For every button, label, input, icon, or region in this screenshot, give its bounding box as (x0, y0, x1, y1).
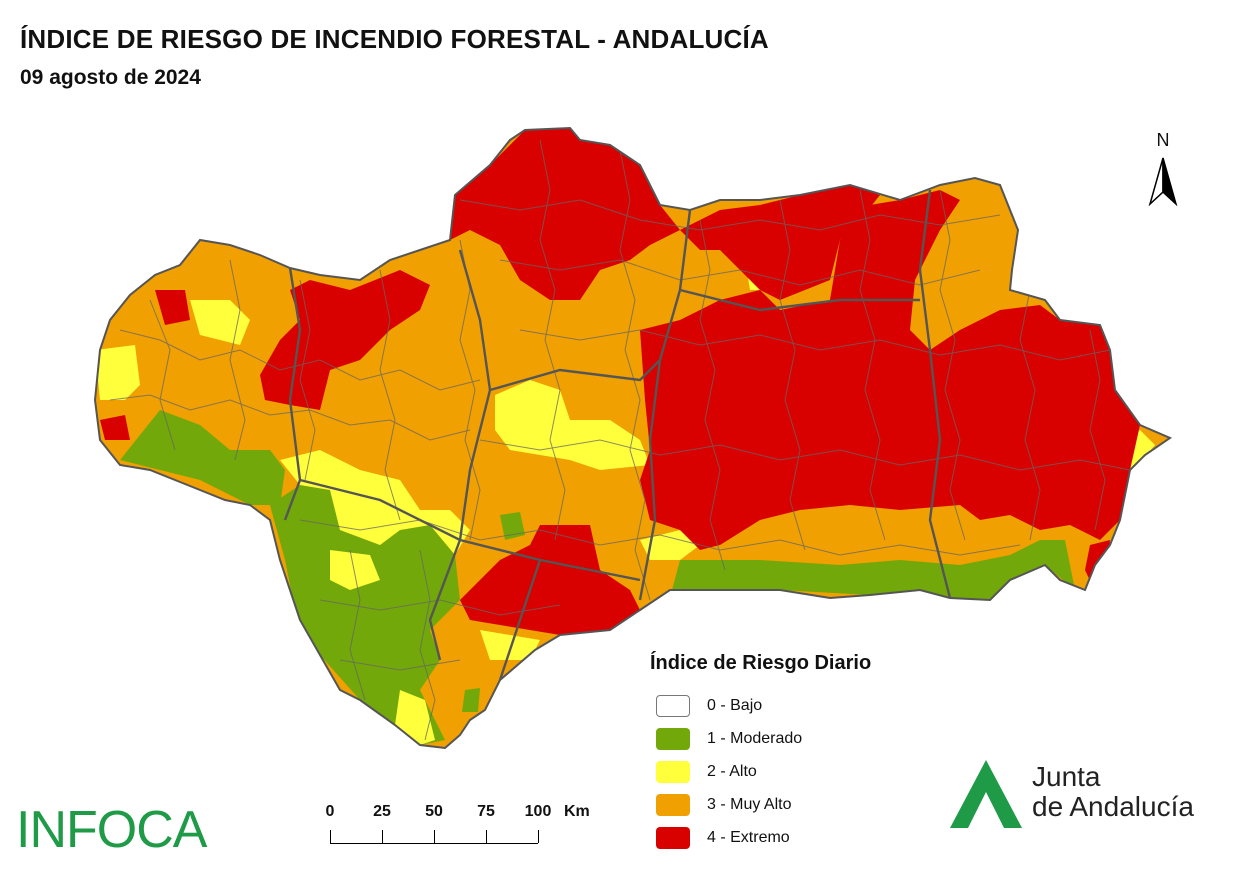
map-date: 09 agosto de 2024 (20, 66, 201, 89)
scale-vtick (330, 830, 331, 843)
junta-line2: de Andalucía (1032, 791, 1194, 822)
scale-unit: Km (564, 803, 590, 820)
zone-extremo-huelva-coast (100, 415, 130, 440)
legend-label: 3 - Muy Alto (707, 795, 792, 813)
scale-tick-0: 0 (325, 803, 335, 820)
legend-label: 4 - Extremo (707, 828, 790, 846)
legend-swatch-muy-alto (656, 793, 690, 816)
junta-line1: Junta (1032, 761, 1101, 792)
junta-text: Junta de Andalucía (1032, 762, 1194, 822)
legend-label: 1 - Moderado (707, 729, 803, 747)
legend-swatch-moderado (656, 727, 690, 750)
junta-emblem-icon (950, 760, 1022, 828)
scale-vtick (538, 830, 539, 843)
scale-tick-50: 50 (425, 803, 443, 820)
legend-swatch-bajo (656, 694, 690, 717)
legend-label: 0 - Bajo (707, 696, 763, 714)
zone-moderado-small (500, 512, 525, 540)
zone-extremo-malaga (460, 525, 640, 635)
zone-moderado-huelva-coast (120, 410, 285, 505)
zone-alto-sevilla-south (280, 450, 470, 555)
risk-zones (95, 128, 1170, 748)
zone-alto-cadiz-south (395, 690, 435, 745)
scale-tick-25: 25 (373, 803, 391, 820)
north-arrow-icon (1148, 157, 1178, 207)
scale-bar: 0 25 50 75 100 Km (322, 800, 612, 860)
zone-moderado-cadiz (270, 485, 460, 745)
north-label: N (1156, 130, 1170, 150)
legend: Índice de Riesgo Diario 0 - Bajo 1 - Mod… (650, 652, 930, 854)
zone-extremo-east (640, 190, 1140, 550)
zone-alto-granada (640, 530, 700, 560)
legend-item-alto: 2 - Alto (650, 755, 930, 788)
legend-swatch-extremo (656, 826, 690, 849)
zone-alto-huelva-west (95, 345, 140, 400)
scale-vtick (434, 830, 435, 843)
legend-item-muy-alto: 3 - Muy Alto (650, 788, 930, 821)
infoca-logo: INFOCA (16, 801, 207, 859)
provincial-boundaries (283, 189, 952, 681)
scale-vtick (486, 830, 487, 843)
legend-swatch-alto (656, 760, 690, 783)
zone-extremo-jaen-top (680, 185, 880, 300)
zone-extremo-huelva (155, 290, 190, 325)
north-arrow: N (1145, 130, 1181, 210)
legend-label: 2 - Alto (707, 762, 757, 780)
zone-moderado-south-coast (672, 540, 1075, 600)
legend-item-extremo: 4 - Extremo (650, 821, 930, 854)
legend-item-moderado: 1 - Moderado (650, 722, 930, 755)
scale-line (330, 843, 538, 844)
scale-vtick (382, 830, 383, 843)
legend-item-bajo: 0 - Bajo (650, 689, 930, 722)
legend-title: Índice de Riesgo Diario (650, 652, 872, 674)
zone-alto-cordoba (495, 380, 650, 470)
zone-alto-malaga (480, 630, 540, 660)
scale-tick-75: 75 (477, 803, 495, 820)
junta-andalucia-logo: Junta de Andalucía (948, 756, 1218, 836)
zone-moderado-small2 (462, 688, 480, 712)
zone-alto-campina (330, 550, 380, 590)
map-title: ÍNDICE DE RIESGO DE INCENDIO FORESTAL - … (20, 24, 769, 54)
scale-tick-100: 100 (524, 803, 552, 820)
